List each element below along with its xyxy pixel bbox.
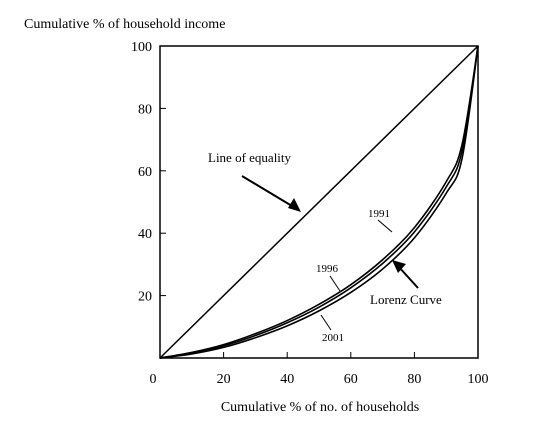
lorenz-curve-1991 (159, 45, 479, 359)
lorenz-curve-1996 (159, 45, 479, 359)
x-tick-label: 40 (280, 372, 294, 387)
y-tick-label: 100 (131, 40, 152, 55)
y-axis-label: Cumulative % of household income (24, 17, 225, 32)
lorenz-curve-arrow (397, 265, 419, 289)
line-of-equality-arrowhead (288, 198, 301, 212)
x-axis-ticks: 0 20 40 60 80 100 (150, 352, 489, 387)
x-tick-label: 100 (468, 372, 489, 387)
y-tick-label: 40 (138, 227, 152, 242)
x-tick-label: 0 (150, 372, 157, 387)
y-tick-label: 60 (138, 165, 152, 180)
line-of-equality-label: Line of equality (208, 150, 292, 165)
lorenz-curve-label: Lorenz Curve (370, 292, 442, 307)
lorenz-curve-2001 (159, 45, 479, 359)
year-1996-label: 1996 (316, 263, 339, 275)
year-1996-leader (329, 275, 341, 292)
x-tick-label: 80 (407, 372, 421, 387)
series-group (159, 45, 479, 359)
y-tick-label: 20 (138, 290, 152, 305)
year-2001-leader (320, 314, 332, 331)
year-1991-label: 1991 (368, 208, 390, 220)
x-axis-label: Cumulative % of no. of households (221, 400, 419, 415)
lorenz-curve-arrowhead (392, 260, 406, 273)
line-of-equality (159, 45, 479, 359)
x-tick-label: 20 (217, 372, 231, 387)
y-tick-label: 80 (138, 102, 152, 117)
year-2001-label: 2001 (322, 332, 344, 344)
line-of-equality-arrow (241, 175, 298, 210)
x-tick-label: 60 (344, 372, 358, 387)
year-1991-leader (377, 219, 393, 233)
y-axis-ticks: 20 40 60 80 100 (131, 40, 166, 305)
plot-frame (159, 45, 479, 359)
